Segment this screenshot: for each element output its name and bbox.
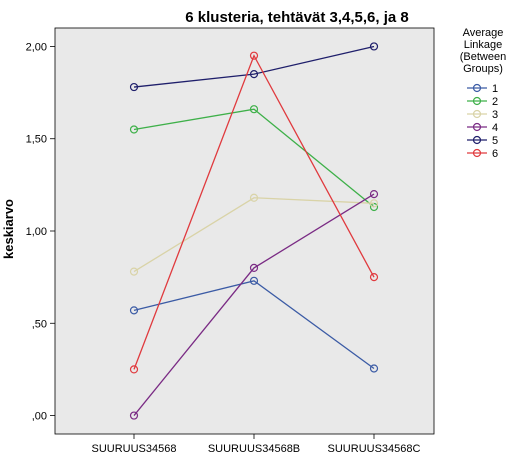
y-axis-label: keskiarvo xyxy=(1,199,16,259)
legend-item-3: 3 xyxy=(467,109,498,121)
x-tick-label: SUURUUS34568C xyxy=(328,443,421,455)
y-tick-label: ,00 xyxy=(32,411,47,423)
plot-area xyxy=(54,27,435,435)
series-line xyxy=(133,108,375,208)
data-point xyxy=(249,51,259,60)
series-3 xyxy=(129,193,379,276)
axes: ,00 ,50 1,00 1,50 2,00 SUURUUS34568 SUURUUS345… xyxy=(26,41,421,455)
series-line xyxy=(133,45,375,88)
legend-swatch-marker xyxy=(472,148,482,158)
legend-title: Linkage xyxy=(464,39,503,51)
legend-title: Average xyxy=(463,27,504,39)
x-tick-label: SUURUUS34568 xyxy=(92,443,177,455)
series-4 xyxy=(129,189,379,420)
series-line xyxy=(133,54,375,370)
data-point xyxy=(129,82,139,92)
data-point xyxy=(249,70,259,79)
series-1 xyxy=(129,276,379,373)
legend-swatch-marker xyxy=(472,135,482,145)
legend-label: 2 xyxy=(492,96,498,108)
data-point xyxy=(369,273,379,282)
legend-swatch-marker xyxy=(472,96,482,106)
legend-label: 3 xyxy=(492,109,498,121)
legend-swatch-marker xyxy=(472,122,482,132)
series-line xyxy=(133,193,375,416)
legend-item-4: 4 xyxy=(467,122,498,134)
data-point xyxy=(129,365,139,374)
series-5 xyxy=(129,42,379,92)
data-point xyxy=(249,193,259,202)
data-point xyxy=(249,105,259,114)
legend-label: 4 xyxy=(492,122,498,134)
series-6 xyxy=(129,51,379,374)
data-point xyxy=(249,276,259,285)
y-tick-label: 2,00 xyxy=(26,41,47,53)
legend-item-1: 1 xyxy=(467,83,498,95)
series-line xyxy=(133,197,375,273)
data-point xyxy=(129,125,139,134)
legend-swatch-marker xyxy=(472,109,482,119)
y-tick-label: 1,00 xyxy=(26,226,47,238)
legend-item-2: 2 xyxy=(467,96,498,108)
legend-label: 6 xyxy=(492,148,498,160)
data-point xyxy=(129,411,139,420)
series-2 xyxy=(129,105,379,212)
data-point xyxy=(369,364,379,373)
data-point xyxy=(369,199,379,208)
data-point xyxy=(369,42,379,51)
legend-item-6: 6 xyxy=(467,148,498,160)
legend-label: 1 xyxy=(492,83,498,95)
data-point xyxy=(369,189,379,199)
legend-swatch-marker xyxy=(472,83,482,93)
legend-title: (Between xyxy=(460,51,506,63)
data-point xyxy=(129,306,139,315)
data-point xyxy=(129,267,139,276)
series-line xyxy=(133,280,375,370)
legend-label: 5 xyxy=(492,135,498,147)
series-layer xyxy=(129,42,379,420)
data-point xyxy=(369,202,379,212)
legend-title: Groups) xyxy=(463,63,503,75)
plot-background xyxy=(54,27,435,435)
legend-item-5: 5 xyxy=(467,135,498,147)
chart-title: 6 klusteria, tehtävät 3,4,5,6, ja 8 xyxy=(185,9,408,26)
y-tick-label: ,50 xyxy=(32,318,47,330)
data-point xyxy=(249,263,259,273)
y-tick-label: 1,50 xyxy=(26,134,47,146)
x-tick-label: SUURUUS34568B xyxy=(208,443,300,455)
